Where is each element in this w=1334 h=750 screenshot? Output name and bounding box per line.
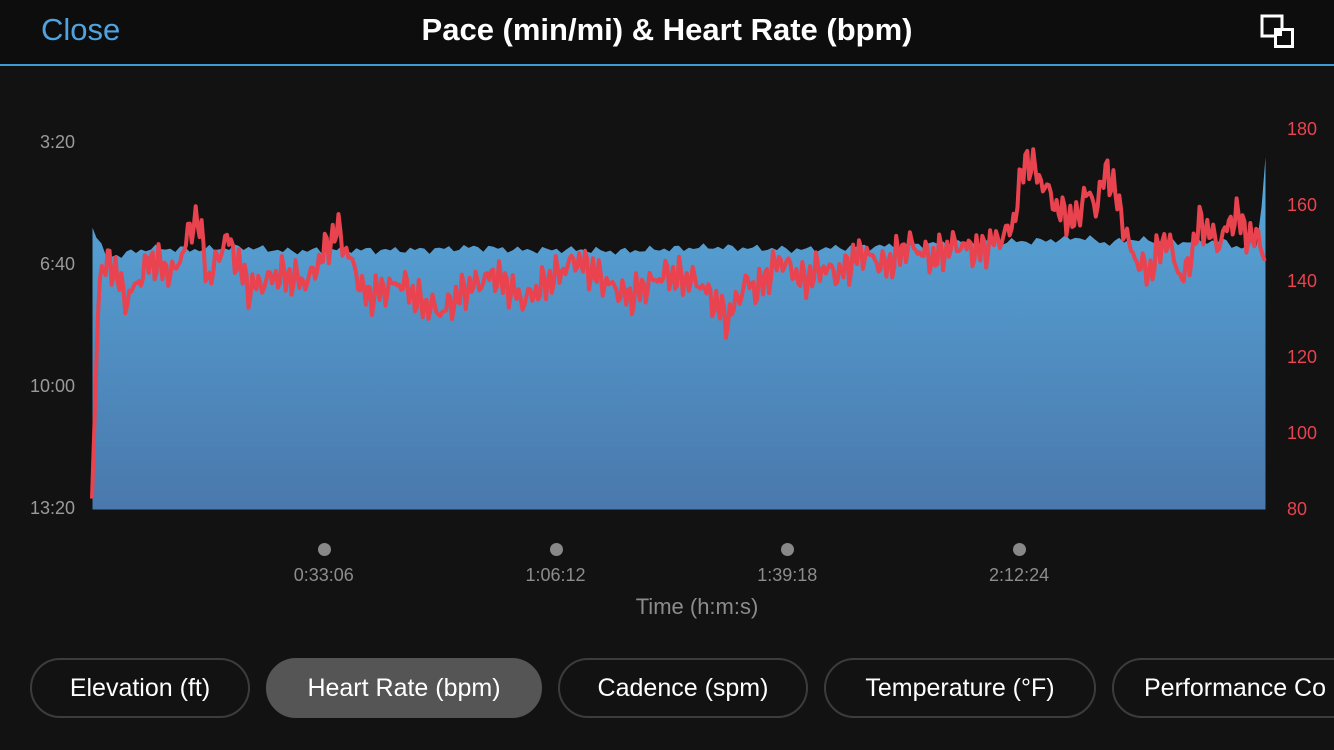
tab-performance-condition[interactable]: Performance Co (1112, 658, 1334, 718)
heart-rate-tick-label: 140 (1287, 271, 1318, 291)
heart-rate-tick-label: 180 (1287, 119, 1318, 139)
heart-rate-tick-label: 160 (1287, 195, 1318, 215)
heart-rate-tick-label: 120 (1287, 347, 1318, 367)
tab-cadence[interactable]: Cadence (spm) (558, 658, 808, 718)
time-tick-dot (781, 543, 795, 556)
expand-icon[interactable] (1260, 14, 1296, 50)
metric-tab-bar: Elevation (ft) Heart Rate (bpm) Cadence … (0, 658, 1334, 722)
pace-tick-label: 3:20 (39, 132, 75, 152)
header-bar: Close Pace (min/mi) & Heart Rate (bpm) (0, 0, 1334, 66)
time-tick-dot (549, 543, 563, 556)
pace-heart-rate-chart (90, 143, 1267, 511)
time-tick-dot (1013, 543, 1027, 556)
time-tick-label: 2:12:24 (989, 565, 1050, 585)
x-axis-label: Time (h:m:s) (635, 594, 759, 619)
pace-tick-label: 6:40 (39, 254, 75, 274)
tab-elevation[interactable]: Elevation (ft) (30, 658, 250, 718)
tab-temperature[interactable]: Temperature (°F) (824, 658, 1096, 718)
time-tick-label: 1:39:18 (757, 565, 818, 585)
heart-rate-line-series (90, 147, 1267, 499)
tab-heart-rate[interactable]: Heart Rate (bpm) (266, 658, 542, 718)
time-tick-label: 0:33:06 (293, 565, 354, 585)
pace-area-series (91, 143, 1267, 511)
close-button[interactable]: Close (41, 12, 121, 47)
heart-rate-tick-label: 100 (1287, 423, 1318, 443)
time-tick-label: 1:06:12 (525, 565, 586, 585)
heart-rate-tick-label: 80 (1287, 499, 1308, 519)
time-tick-dot (317, 543, 331, 556)
pace-tick-label: 13:20 (29, 498, 75, 518)
page-title: Pace (min/mi) & Heart Rate (bpm) (421, 12, 913, 47)
pace-tick-label: 10:00 (29, 376, 75, 396)
